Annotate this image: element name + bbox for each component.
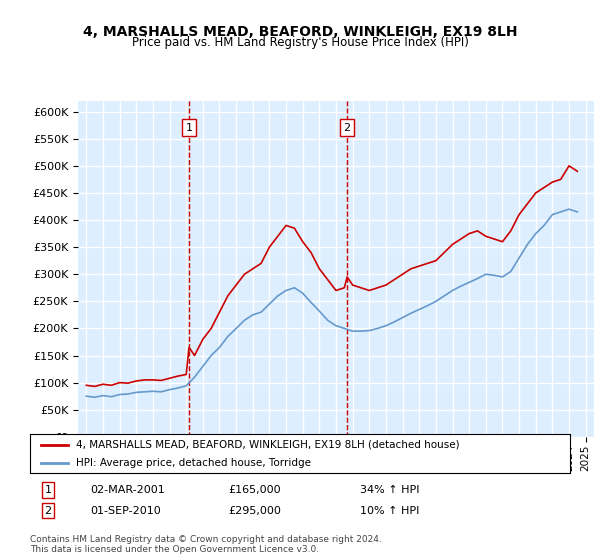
Text: 34% ↑ HPI: 34% ↑ HPI — [360, 485, 419, 495]
Text: 2: 2 — [44, 506, 52, 516]
Text: Price paid vs. HM Land Registry's House Price Index (HPI): Price paid vs. HM Land Registry's House … — [131, 36, 469, 49]
Text: HPI: Average price, detached house, Torridge: HPI: Average price, detached house, Torr… — [76, 459, 311, 468]
Text: 1: 1 — [185, 123, 193, 133]
Text: 02-MAR-2001: 02-MAR-2001 — [90, 485, 165, 495]
Text: 4, MARSHALLS MEAD, BEAFORD, WINKLEIGH, EX19 8LH: 4, MARSHALLS MEAD, BEAFORD, WINKLEIGH, E… — [83, 25, 517, 39]
Text: 4, MARSHALLS MEAD, BEAFORD, WINKLEIGH, EX19 8LH (detached house): 4, MARSHALLS MEAD, BEAFORD, WINKLEIGH, E… — [76, 440, 460, 450]
Text: Contains HM Land Registry data © Crown copyright and database right 2024.
This d: Contains HM Land Registry data © Crown c… — [30, 535, 382, 554]
Text: 01-SEP-2010: 01-SEP-2010 — [90, 506, 161, 516]
Text: 1: 1 — [44, 485, 52, 495]
Text: £165,000: £165,000 — [228, 485, 281, 495]
Text: £295,000: £295,000 — [228, 506, 281, 516]
Text: 2: 2 — [344, 123, 351, 133]
Text: 10% ↑ HPI: 10% ↑ HPI — [360, 506, 419, 516]
